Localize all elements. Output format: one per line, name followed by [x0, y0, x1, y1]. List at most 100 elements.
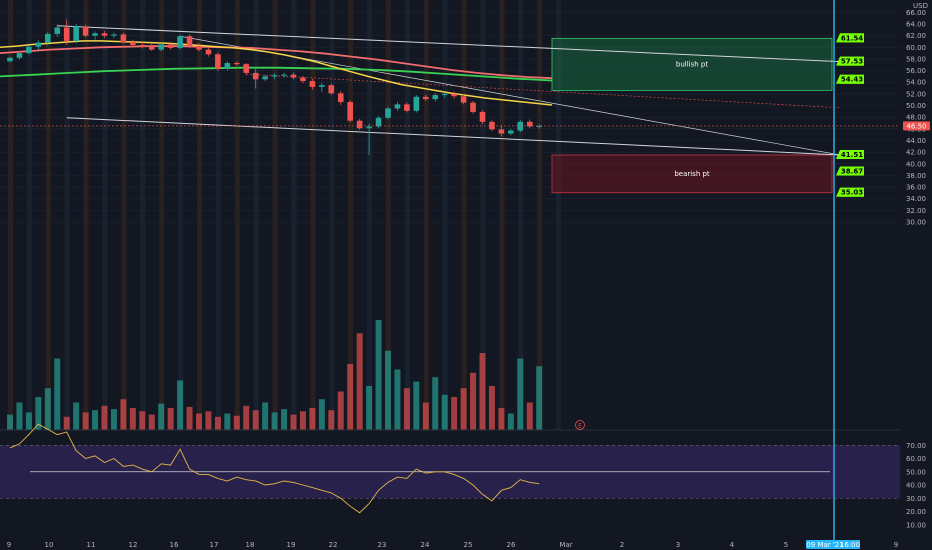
candle: [479, 110, 486, 125]
session-band: [8, 0, 13, 540]
volume-bar: [196, 413, 202, 430]
price-tag: 54.43: [836, 74, 864, 84]
session-band: [102, 0, 108, 540]
candle: [243, 63, 250, 76]
candle: [101, 30, 108, 38]
candle: [73, 23, 79, 44]
volume-bar: [299, 411, 306, 430]
price-tag: 41.51: [836, 149, 864, 159]
volume-bar: [186, 406, 193, 430]
session-band: [423, 0, 429, 540]
price-tick: 32.00: [906, 207, 926, 215]
candle: [337, 90, 344, 105]
session-band: [518, 0, 524, 540]
price-tag: 57.53: [836, 56, 864, 66]
price-tick: 36.00: [906, 184, 926, 192]
session-band: [404, 0, 410, 540]
bearish-zone-label: bearish pt: [674, 170, 710, 178]
bullish-zone[interactable]: bullish pt: [551, 37, 833, 91]
volume-bar: [101, 405, 108, 430]
time-tick: 2: [620, 541, 624, 549]
events-icon[interactable]: E: [575, 420, 585, 430]
candle: [54, 24, 61, 37]
candle: [290, 72, 297, 80]
candle: [35, 40, 42, 50]
volume-bar: [337, 391, 344, 430]
price-tick: 52.00: [906, 90, 926, 98]
volume-bar: [73, 402, 80, 430]
candle: [82, 24, 89, 38]
session-band: [215, 0, 221, 540]
time-tick: 26: [507, 541, 516, 549]
price-tag-label: 38.67: [841, 168, 863, 176]
candle: [432, 93, 439, 102]
price-axis[interactable]: 66.00 64.00 62.00 60.00 58.00 56.00 54.00 52.00…: [906, 9, 926, 227]
volume-bar: [375, 320, 382, 430]
candle: [205, 47, 212, 57]
candle: [413, 95, 420, 113]
moving-averages: [0, 40, 553, 106]
candle: [224, 61, 231, 71]
volume-bar: [413, 381, 420, 430]
bearish-zone[interactable]: bearish pt: [551, 154, 833, 194]
time-axis[interactable]: 9 10 11 12 16 17 18 19 22 23 24 25 26 Mar 2 3 4 5 9: [7, 541, 898, 549]
time-tick: 10: [45, 541, 54, 549]
volume-bar: [422, 402, 429, 430]
candle: [271, 73, 278, 80]
session-band: [83, 0, 89, 540]
ema-line: [0, 66, 553, 82]
session-band: [234, 0, 240, 540]
volume-bar: [470, 372, 477, 430]
time-tick: 23: [378, 541, 387, 549]
session-band: [348, 0, 354, 540]
price-tick: 50.00: [906, 102, 926, 110]
time-tick: 25: [464, 541, 473, 549]
time-tick: 9: [894, 541, 898, 549]
volume-bar: [177, 380, 184, 430]
volume-bar: [385, 350, 391, 430]
candle: [45, 32, 51, 46]
session-band: [197, 0, 202, 540]
candle: [26, 45, 32, 55]
price-tag-label: 57.53: [841, 58, 863, 66]
session-band: [367, 0, 373, 540]
volume-bar: [498, 408, 505, 430]
candle: [215, 52, 221, 72]
session-band: [64, 0, 70, 540]
volume-bar: [347, 364, 354, 430]
price-tick: 62.00: [906, 32, 926, 40]
session-shading: [8, 0, 562, 540]
volume-bar: [224, 413, 231, 430]
rsi-pane: [0, 423, 900, 540]
time-tick: 18: [246, 541, 255, 549]
trendline: [66, 117, 841, 156]
candle: [158, 42, 164, 52]
volume-bar: [243, 405, 250, 430]
rsi-tick: 30.00: [906, 495, 926, 503]
candle: [489, 120, 495, 132]
volume-bar: [129, 408, 136, 430]
rsi-tick: 70.00: [906, 442, 926, 450]
candle: [366, 123, 372, 156]
volume-bar: [63, 416, 70, 430]
trendlines[interactable]: [57, 25, 841, 156]
time-tick: 4: [730, 541, 735, 549]
rsi-tick: 50.00: [906, 468, 926, 476]
session-band: [291, 0, 297, 540]
price-tick: 56.00: [906, 67, 926, 75]
candle: [394, 102, 401, 111]
volume-bar: [35, 397, 42, 430]
volume-bar: [54, 358, 61, 430]
price-tag-label: 54.43: [841, 76, 863, 84]
candle: [252, 68, 259, 89]
crosshair-time: 16:00: [840, 541, 860, 549]
candle: [404, 102, 410, 113]
rsi-axis[interactable]: 70.00 60.00 50.00 40.00 30.00 20.00 10.00: [906, 442, 926, 530]
session-band: [442, 0, 448, 540]
price-tick: 64.00: [906, 20, 926, 28]
candle: [451, 91, 457, 99]
session-band: [386, 0, 391, 540]
session-band: [26, 0, 32, 540]
price-tick: 60.00: [906, 44, 926, 52]
